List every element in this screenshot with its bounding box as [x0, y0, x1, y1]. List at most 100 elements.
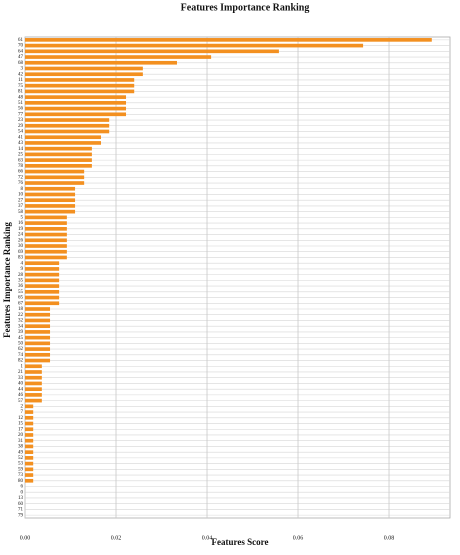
- y-tick-label: 37: [18, 204, 24, 209]
- bar: [25, 83, 135, 88]
- bar: [25, 444, 34, 449]
- bar: [25, 38, 432, 42]
- y-tick-label: 27: [18, 198, 24, 203]
- bar: [25, 289, 60, 294]
- y-tick-label: 60: [18, 502, 24, 507]
- y-tick-label: 15: [18, 422, 24, 427]
- x-tick-label: 0.06: [293, 535, 304, 541]
- x-tick-label: 0.02: [111, 535, 122, 541]
- chart-title: Features Importance Ranking: [181, 2, 310, 13]
- bar: [25, 106, 127, 111]
- y-tick-label: 51: [18, 101, 24, 106]
- y-tick-label: 42: [18, 72, 24, 77]
- bar: [25, 215, 67, 220]
- bar: [25, 433, 34, 437]
- y-tick-label: 35: [18, 279, 24, 284]
- bar: [25, 232, 67, 237]
- bar: [25, 301, 60, 306]
- bar: [25, 387, 42, 391]
- y-tick-label: 58: [18, 210, 24, 215]
- bar: [25, 238, 67, 243]
- y-tick-label: 31: [18, 439, 24, 444]
- bar: [25, 95, 127, 99]
- bar: [25, 141, 101, 145]
- y-tick-label: 1: [21, 364, 24, 369]
- y-tick-label: 41: [18, 135, 24, 140]
- y-tick-label: 47: [18, 55, 24, 60]
- bar: [25, 244, 67, 248]
- y-tick-label: 77: [18, 112, 24, 117]
- bar: [25, 255, 67, 260]
- y-tick-label: 6: [21, 485, 24, 490]
- y-tick-label: 14: [18, 147, 24, 152]
- y-axis-label: Features Importance Ranking: [2, 222, 12, 338]
- y-tick-label: 28: [18, 273, 24, 278]
- bar: [25, 198, 76, 203]
- y-tick-label: 70: [18, 44, 24, 49]
- bar: [25, 370, 42, 374]
- y-tick-label: 18: [18, 307, 24, 312]
- bar: [25, 49, 279, 54]
- y-tick-label: 9: [21, 267, 24, 272]
- bar: [25, 318, 51, 323]
- y-tick-label: 63: [18, 158, 24, 163]
- bar: [25, 347, 51, 351]
- bar: [25, 398, 42, 403]
- y-tick-label: 74: [18, 353, 24, 358]
- bar: [25, 312, 51, 317]
- y-tick-label: 26: [18, 238, 24, 243]
- y-tick-label: 0: [21, 490, 24, 495]
- y-tick-label: 73: [18, 473, 24, 478]
- bar: [25, 112, 127, 117]
- y-tick-label: 72: [18, 175, 24, 180]
- y-tick-label: 11: [18, 78, 23, 83]
- bar: [25, 226, 67, 231]
- bar: [25, 186, 76, 191]
- y-tick-label: 4: [21, 261, 24, 266]
- bar: [25, 330, 51, 334]
- bar: [25, 415, 34, 420]
- x-tick-label: 0.00: [20, 535, 31, 541]
- y-tick-label: 46: [18, 393, 24, 398]
- bar: [25, 129, 110, 134]
- y-tick-label: 45: [18, 336, 24, 341]
- bar: [25, 72, 143, 77]
- bar: [25, 295, 60, 300]
- bar: [25, 358, 51, 363]
- y-tick-label: 61: [18, 38, 24, 43]
- y-tick-label: 30: [18, 244, 24, 249]
- y-tick-label: 12: [18, 416, 24, 421]
- bar: [25, 364, 42, 369]
- bar: [25, 66, 143, 71]
- y-tick-label: 50: [18, 341, 24, 346]
- bar: [25, 123, 110, 128]
- y-tick-label: 33: [18, 376, 24, 381]
- bar: [25, 284, 60, 288]
- x-axis-label: Features Score: [212, 537, 269, 547]
- y-tick-label: 62: [18, 347, 24, 352]
- y-tick-label: 68: [18, 61, 24, 66]
- bar: [25, 381, 42, 386]
- bar: [25, 55, 212, 59]
- y-tick-label: 22: [18, 313, 24, 318]
- y-tick-label: 3: [21, 67, 24, 72]
- bar: [25, 421, 34, 426]
- bar: [25, 272, 60, 277]
- y-tick-label: 57: [18, 399, 24, 404]
- y-tick-label: 76: [18, 181, 24, 186]
- bar: [25, 175, 85, 180]
- bar: [25, 478, 34, 483]
- y-tick-label: 39: [18, 330, 24, 335]
- bar: [25, 164, 92, 168]
- y-tick-label: 20: [18, 433, 24, 438]
- y-tick-label: 75: [18, 84, 24, 89]
- bar: [25, 427, 34, 432]
- y-tick-label: 49: [18, 450, 24, 455]
- bar: [25, 473, 34, 477]
- y-tick-label: 38: [18, 445, 24, 450]
- y-tick-label: 78: [18, 164, 24, 169]
- y-tick-label: 71: [18, 508, 24, 513]
- y-tick-label: 17: [18, 427, 24, 432]
- bar: [25, 192, 76, 197]
